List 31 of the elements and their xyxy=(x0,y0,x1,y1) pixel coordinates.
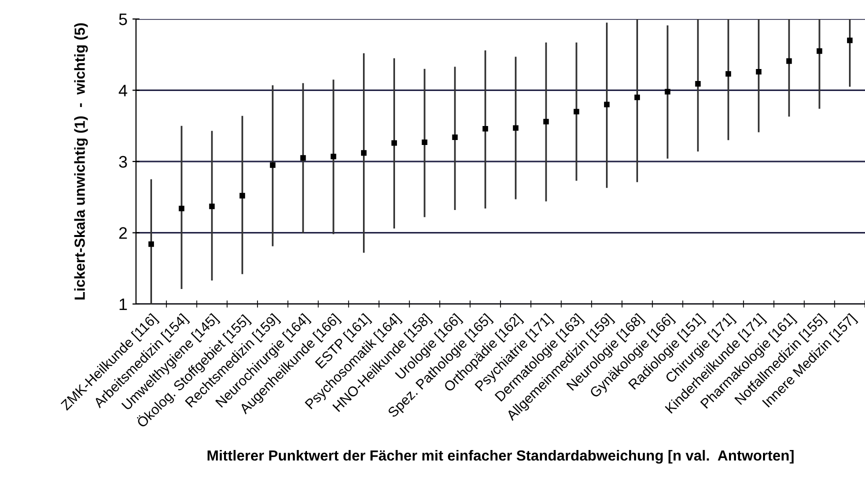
point xyxy=(452,134,458,140)
y-tick-label: 1 xyxy=(120,298,127,310)
y-tick-label: 4 xyxy=(118,84,128,96)
y-axis-title: Lickert-Skala unwichtig (1) - wichtig (5) xyxy=(74,23,88,300)
point xyxy=(634,94,640,100)
y-tick-label: 5 xyxy=(119,14,127,26)
point xyxy=(512,125,518,131)
point xyxy=(361,150,367,156)
point xyxy=(391,140,397,146)
point xyxy=(574,108,580,114)
point xyxy=(270,162,276,168)
point xyxy=(178,206,184,212)
point xyxy=(482,126,488,132)
y-tick-label: 3 xyxy=(119,156,127,168)
point xyxy=(664,88,670,94)
point xyxy=(543,118,549,124)
point xyxy=(695,81,701,87)
point xyxy=(604,102,610,108)
point xyxy=(300,155,306,161)
point xyxy=(209,204,215,210)
point xyxy=(756,68,762,75)
point xyxy=(148,241,154,247)
point xyxy=(726,71,732,77)
x-axis-title: Mittlerer Punktwert der Fächer mit einfacher Standardabweichung [n val. Antworten] xyxy=(208,450,794,464)
y-tick-label: 2 xyxy=(119,227,127,239)
point xyxy=(330,154,336,160)
point xyxy=(240,192,246,198)
point xyxy=(422,139,428,146)
point xyxy=(816,48,822,54)
point xyxy=(847,38,853,44)
point xyxy=(786,58,792,64)
